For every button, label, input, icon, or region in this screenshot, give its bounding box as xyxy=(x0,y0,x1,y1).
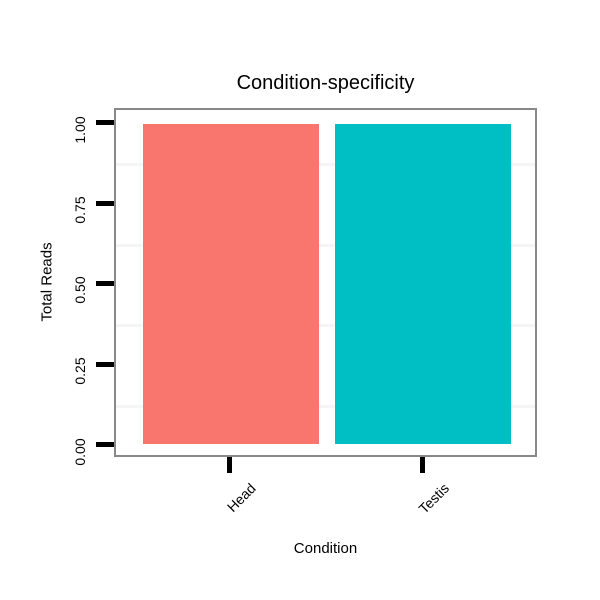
x-tick-label-testis: Testis xyxy=(415,480,453,517)
chart-title: Condition-specificity xyxy=(236,72,415,94)
minor-gridline xyxy=(116,405,535,408)
y-tick-label: 0.75 xyxy=(72,196,88,224)
plot-panel xyxy=(114,108,537,457)
bar-head xyxy=(143,124,319,444)
x-tick-head xyxy=(227,457,232,473)
x-axis-title: Condition xyxy=(293,540,358,557)
y-tick-label: 1.00 xyxy=(72,116,88,144)
y-axis-title: Total Reads xyxy=(38,242,56,322)
y-tick-1.00 xyxy=(96,120,114,125)
y-tick-label: 0.50 xyxy=(72,276,88,304)
y-tick-0.25 xyxy=(96,362,114,367)
y-tick-label: 0.00 xyxy=(72,438,88,466)
bar-testis xyxy=(335,124,511,444)
y-tick-0.75 xyxy=(96,201,114,206)
y-tick-0.50 xyxy=(96,281,114,286)
x-tick-testis xyxy=(420,457,425,473)
y-tick-0.00 xyxy=(96,442,114,447)
minor-gridline xyxy=(116,244,535,247)
minor-gridline xyxy=(116,163,535,166)
minor-gridline xyxy=(116,324,535,327)
y-tick-label: 0.25 xyxy=(72,357,88,385)
x-tick-label-head: Head xyxy=(223,480,259,515)
